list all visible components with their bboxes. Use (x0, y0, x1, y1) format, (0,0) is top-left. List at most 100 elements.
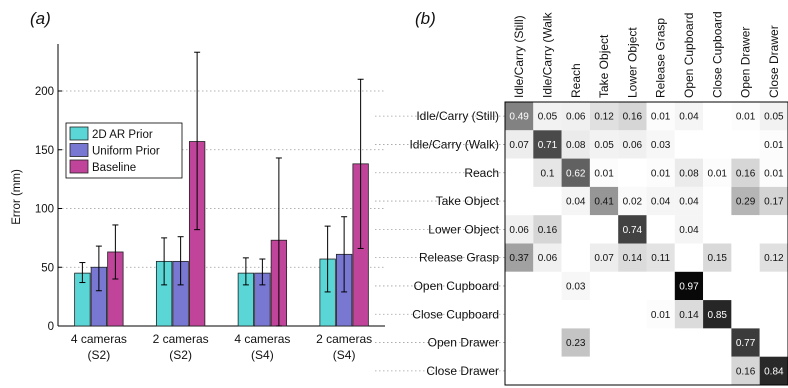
matrix-cell (505, 243, 534, 272)
matrix-cell (505, 300, 534, 329)
cell-value: 0.03 (651, 140, 671, 151)
matrix-cell (674, 102, 704, 131)
matrix-cell (703, 102, 732, 131)
row-label: Close Drawer (426, 364, 499, 378)
cell-value: 0.16 (538, 225, 558, 236)
matrix-cell (533, 130, 562, 159)
matrix-cell (505, 158, 534, 187)
cell-value: 0.01 (708, 168, 728, 179)
confusion-matrix: 0.49 0.05 0.06 0.12 0.16 0.01 0.04 0.01 0.05 0.07… (375, 11, 788, 386)
axes: 0 50 100 150 200 Error (mm) 4 cameras (S2) 2 cam… (11, 44, 385, 362)
cell-value: 0.97 (679, 281, 699, 292)
matrix-border (504, 101, 788, 386)
matrix-cell (505, 186, 534, 216)
matrix-cell (646, 300, 675, 329)
matrix-cell (618, 243, 647, 272)
matrix-cell (561, 130, 590, 159)
matrix-cell (618, 356, 647, 385)
matrix-cell (505, 328, 534, 357)
cell-value: 0.05 (594, 140, 614, 151)
legend-swatch (69, 126, 89, 141)
y-tick-label: 150 (35, 145, 54, 157)
y-tick-label: 200 (35, 86, 54, 98)
matrix-cell (589, 271, 619, 301)
matrix-cell (731, 130, 760, 159)
matrix-cell (505, 130, 534, 159)
x-category-label: 4 cameras (71, 332, 127, 346)
cell-value: 0.84 (764, 366, 784, 377)
matrix-cell (759, 356, 788, 385)
column-label: Lower Object (625, 27, 639, 98)
cell-value: 0.01 (764, 140, 784, 151)
cell-value: 0.85 (708, 310, 728, 321)
column-label: Idle/Carry (Walk (540, 11, 554, 98)
legend-swatch (69, 159, 89, 174)
column-label: Open Cupboard (682, 13, 696, 98)
matrix-cell (561, 158, 590, 187)
y-tick-label: 100 (35, 204, 54, 216)
matrix-cell (618, 215, 647, 244)
cell-value: 0.04 (679, 112, 699, 123)
matrix-cell (505, 102, 534, 131)
matrix-cell (674, 300, 704, 329)
cell-value: 0.77 (736, 338, 756, 349)
matrix-cell (703, 243, 732, 272)
matrix-cell (703, 130, 732, 159)
matrix-cell (533, 186, 562, 216)
matrix-cell (505, 271, 534, 301)
matrix-cell (674, 215, 704, 244)
cell-value: 0.01 (594, 168, 614, 179)
matrix-cell (759, 300, 788, 329)
matrix-cell (561, 271, 590, 301)
cell-value: 0.14 (679, 310, 699, 321)
row-label: Idle/Carry (Still) (416, 109, 499, 123)
column-label: Close Drawer (767, 25, 781, 98)
row-labels: Idle/Carry (Still) Idle/Carry (Walk) Reach… (375, 109, 505, 378)
matrix-cell (646, 130, 675, 159)
panel-label-a: (a) (30, 9, 51, 28)
matrix-cell (703, 271, 732, 301)
matrix-cell (731, 102, 760, 131)
x-category-sublabel: (S4) (333, 348, 356, 362)
matrix-cells: 0.49 0.05 0.06 0.12 0.16 0.01 0.04 0.01 0.05 0.07… (504, 101, 788, 386)
matrix-cell (674, 356, 704, 385)
cell-value: 0.71 (538, 140, 558, 151)
matrix-cell (703, 215, 732, 244)
x-category-label: 2 cameras (316, 332, 372, 346)
row-label: Release Grasp (419, 251, 499, 265)
matrix-cell (589, 328, 619, 357)
matrix-cell (561, 328, 590, 357)
x-category-label: 2 cameras (153, 332, 209, 346)
matrix-cell (674, 130, 704, 159)
cell-value: 0.41 (594, 197, 614, 208)
legend-swatch (69, 143, 89, 157)
column-label: Open Drawer (739, 27, 753, 98)
legend-entry: 2D AR Prior (92, 129, 153, 141)
row-label: Take Object (436, 194, 500, 208)
column-label: Release Grasp (654, 18, 668, 98)
matrix-cell (731, 158, 760, 187)
matrix-cell (533, 243, 562, 272)
matrix-cell (646, 271, 675, 301)
matrix-cell (561, 102, 590, 131)
cell-value: 0.29 (736, 197, 756, 208)
row-label: Open Cupboard (414, 279, 499, 293)
cell-value: 0.11 (651, 253, 670, 264)
matrix-cell (759, 243, 788, 272)
legend-entry: Baseline (92, 162, 136, 174)
cell-value: 0.01 (651, 310, 671, 321)
cell-value: 0.05 (764, 112, 784, 123)
matrix-cell (618, 158, 647, 187)
cell-value: 0.14 (623, 253, 643, 264)
matrix-cell (561, 215, 590, 244)
cell-value: 0.05 (538, 112, 558, 123)
matrix-cell (618, 300, 647, 329)
cell-value: 0.03 (566, 281, 586, 292)
matrix-cell (759, 215, 788, 244)
matrix-cell (731, 328, 760, 357)
cell-value: 0.1 (540, 168, 554, 179)
y-tick-label: 0 (48, 321, 54, 333)
matrix-cell (703, 328, 732, 357)
matrix-cell (674, 158, 704, 187)
cell-value: 0.06 (566, 112, 586, 123)
